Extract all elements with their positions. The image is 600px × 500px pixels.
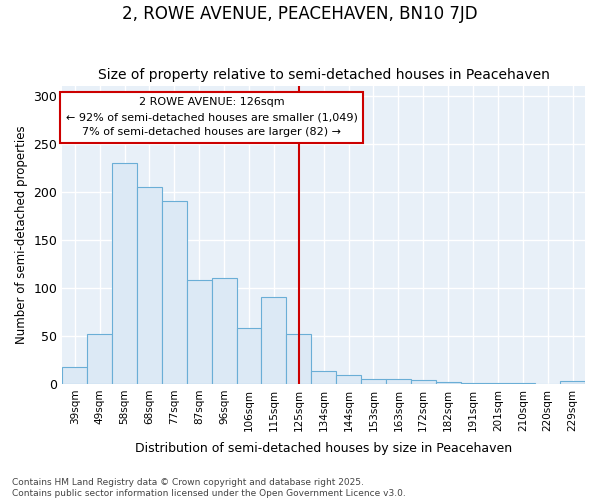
- Y-axis label: Number of semi-detached properties: Number of semi-detached properties: [15, 126, 28, 344]
- Bar: [62, 366, 87, 384]
- Bar: [137, 187, 162, 384]
- Text: 2, ROWE AVENUE, PEACEHAVEN, BN10 7JD: 2, ROWE AVENUE, PEACEHAVEN, BN10 7JD: [122, 5, 478, 23]
- Bar: [187, 280, 212, 384]
- X-axis label: Distribution of semi-detached houses by size in Peacehaven: Distribution of semi-detached houses by …: [135, 442, 512, 455]
- Bar: [560, 381, 585, 384]
- Bar: [236, 328, 262, 384]
- Bar: [87, 334, 112, 384]
- Text: Contains HM Land Registry data © Crown copyright and database right 2025.
Contai: Contains HM Land Registry data © Crown c…: [12, 478, 406, 498]
- Bar: [411, 380, 436, 384]
- Bar: [286, 334, 311, 384]
- Bar: [436, 382, 461, 384]
- Bar: [162, 202, 187, 384]
- Bar: [336, 376, 361, 384]
- Bar: [461, 383, 485, 384]
- Bar: [485, 383, 511, 384]
- Bar: [361, 379, 386, 384]
- Bar: [112, 163, 137, 384]
- Bar: [212, 278, 236, 384]
- Bar: [262, 298, 286, 384]
- Title: Size of property relative to semi-detached houses in Peacehaven: Size of property relative to semi-detach…: [98, 68, 550, 82]
- Text: 2 ROWE AVENUE: 126sqm
← 92% of semi-detached houses are smaller (1,049)
7% of se: 2 ROWE AVENUE: 126sqm ← 92% of semi-deta…: [65, 98, 358, 137]
- Bar: [311, 372, 336, 384]
- Bar: [386, 379, 411, 384]
- Bar: [511, 383, 535, 384]
